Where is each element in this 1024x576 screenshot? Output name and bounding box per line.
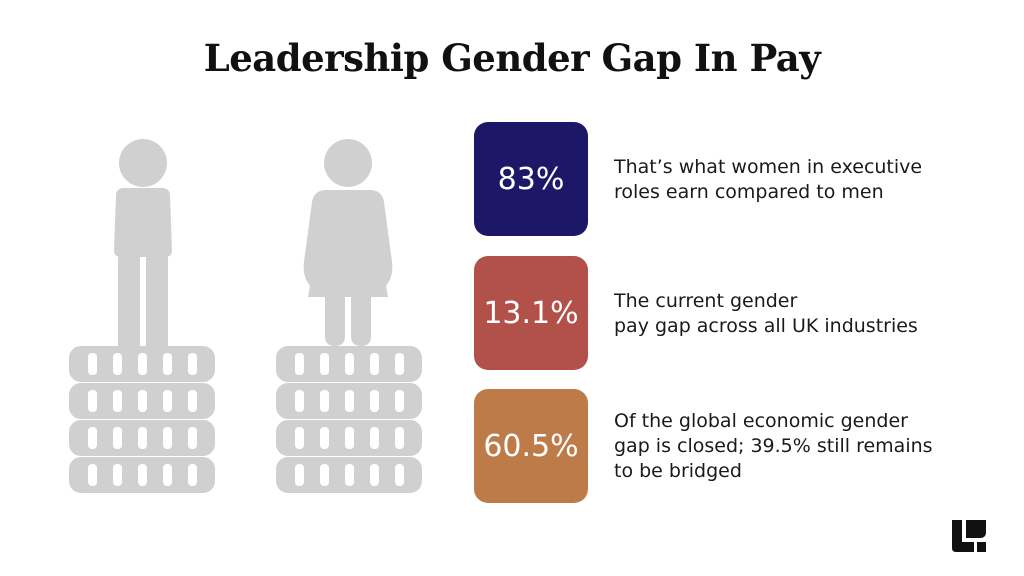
stat-description: That’s what women in executive roles ear… [614, 155, 974, 205]
stat-description-line: gap is closed; 39.5% still remains [614, 435, 933, 457]
stat-description-line: That’s what women in executive [614, 156, 923, 178]
page-title: Leadership Gender Gap In Pay [203, 36, 821, 80]
stat-description-line: Of the global economic gender [614, 410, 908, 432]
stat-value: 83% [497, 161, 565, 197]
stat-value-box-83: 83% [474, 122, 588, 236]
stat-value-box-60-5: 60.5% [474, 389, 588, 503]
woman-coin-stack [276, 346, 422, 493]
stat-description-line: to be bridged [614, 460, 742, 482]
man-coin-stack [69, 346, 215, 493]
stat-description: Of the global economic gender gap is clo… [614, 409, 974, 484]
woman-icon [303, 139, 393, 346]
brand-logo-icon [952, 520, 986, 552]
stat-value-box-13-1: 13.1% [474, 256, 588, 370]
stat-description: The current gender pay gap across all UK… [614, 289, 974, 339]
stat-description-line: pay gap across all UK industries [614, 315, 918, 337]
stat-value: 13.1% [483, 295, 579, 331]
stat-description-line: The current gender [614, 290, 798, 312]
stat-description-line: roles earn compared to men [614, 181, 884, 203]
illustration [69, 139, 422, 493]
stat-value: 60.5% [483, 428, 579, 464]
man-icon [114, 139, 172, 348]
